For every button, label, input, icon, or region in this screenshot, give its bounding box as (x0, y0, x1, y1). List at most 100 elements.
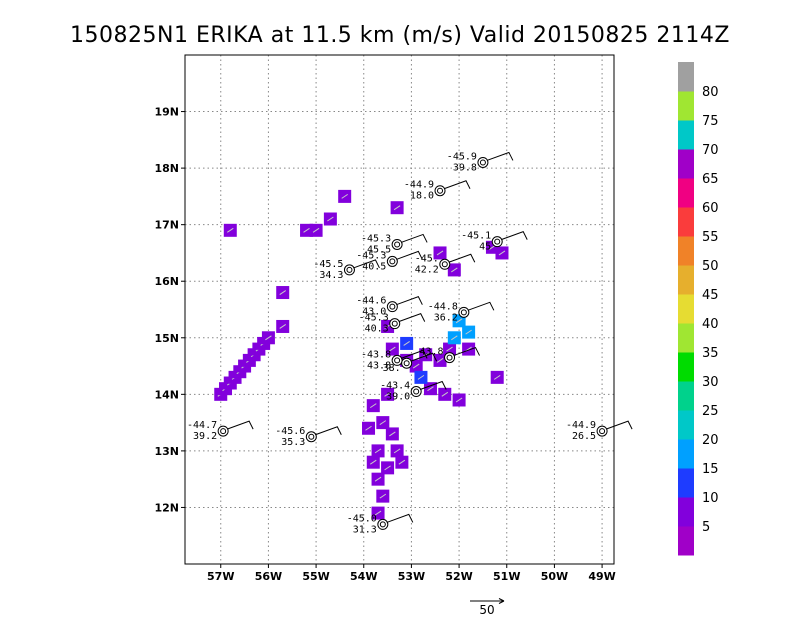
colorbar-swatch (678, 265, 694, 295)
storm-point: -45.340.3 (359, 313, 426, 335)
wind-barb-icon (315, 426, 342, 436)
storm-point: -45.031.3 (347, 513, 414, 535)
wind-barb-icon (443, 180, 471, 190)
colorbar-swatch (678, 352, 694, 382)
wind-vector-icon (451, 335, 458, 341)
map-title: 150825N1 ERIKA at 11.5 km (m/s) Valid 20… (70, 23, 730, 48)
colorbar-label: 25 (702, 404, 719, 419)
storm-label-top: -44.7 (187, 420, 217, 431)
colorbar-swatch (678, 381, 694, 411)
wind-vector-icon (465, 329, 472, 335)
wind-vector-icon (370, 459, 377, 465)
wind-vector-icon (265, 335, 272, 341)
reference-vector: 50 (470, 598, 505, 617)
target-circle-icon (596, 425, 608, 437)
colorbar-swatch (678, 294, 694, 324)
target-inner-icon (460, 309, 467, 316)
storm-point: -44.739.2 (187, 420, 254, 442)
storm-label-top: 43.8 (419, 347, 443, 358)
target-circle-icon (343, 264, 355, 276)
target-inner-icon (394, 357, 401, 364)
colorbar-label: 10 (702, 491, 719, 506)
lat-lon-grid (185, 55, 614, 564)
target-circle-icon (386, 255, 398, 267)
y-tick-label: 14N (154, 388, 179, 401)
y-tick-label: 15N (154, 332, 179, 345)
storm-point: 38. (383, 352, 438, 374)
wind-vector-icon (379, 493, 387, 499)
wind-barb-icon (396, 296, 423, 306)
storm-label-bottom: 26.5 (572, 431, 596, 442)
storm-label-top: -43.8 (361, 349, 391, 360)
target-circle-icon (217, 425, 229, 437)
wind-barb-icon (396, 250, 423, 260)
wind-vector-icon (327, 216, 334, 222)
storm-label-top: -45.3 (356, 250, 386, 261)
storm-label-top: -45.3 (359, 313, 389, 324)
storm-label-top: -44.6 (356, 296, 386, 307)
storm-observations: -45.939.8-44.918.0-45.345.5-45.145-45.34… (187, 151, 633, 535)
wind-barb-icon (398, 313, 426, 323)
target-circle-icon (477, 156, 489, 168)
wind-vector-icon (446, 346, 453, 352)
colorbar-label: 65 (702, 172, 719, 187)
y-tick-label: 16N (154, 275, 179, 288)
colorbar-label: 15 (702, 462, 719, 477)
colorbar-label: 55 (702, 230, 719, 245)
storm-label-bottom: 39.0 (386, 392, 410, 403)
storm-label-top: -45. (415, 253, 439, 264)
wind-barb-icon (448, 253, 476, 263)
storm-label-bottom: 31.3 (353, 524, 377, 535)
wind-barb-icon (400, 233, 428, 243)
x-tick-label: 52W (445, 570, 472, 583)
wind-vector-icon (374, 510, 382, 516)
target-inner-icon (394, 241, 401, 248)
wind-vector-icon (451, 267, 458, 273)
target-inner-icon (441, 261, 448, 268)
y-tick-label: 19N (154, 106, 179, 119)
wind-vector-icon (436, 357, 444, 363)
map-frame (184, 54, 615, 565)
x-tick-label: 55W (302, 570, 329, 583)
target-circle-icon (444, 352, 456, 364)
colorbar-swatch (678, 497, 694, 527)
colorbar-label: 35 (702, 346, 719, 361)
target-inner-icon (599, 428, 606, 435)
colorbar-swatch (678, 323, 694, 353)
storm-label-bottom: 43.8 (367, 360, 391, 371)
colorbar-label: 40 (702, 317, 719, 332)
target-inner-icon (446, 354, 453, 361)
storm-point: -45.345.5 (361, 233, 428, 255)
wind-barb-icon (420, 380, 447, 390)
storm-label-bottom: 40.5 (362, 261, 386, 272)
storm-label-bottom: 45 (479, 242, 491, 253)
wind-vector-icon (436, 250, 444, 256)
storm-label-bottom: 43.0 (362, 307, 386, 318)
x-tick-label: 57W (207, 570, 234, 583)
wind-vector-icon (279, 290, 286, 295)
colorbar-label: 30 (702, 375, 719, 390)
x-tick-label: 50W (541, 570, 568, 583)
storm-point: -44.643.0 (356, 296, 423, 318)
colorbar-label: 20 (702, 433, 719, 448)
wind-vector-icon (279, 324, 286, 329)
wind-vector-icon (365, 425, 372, 431)
colorbar-swatch (678, 439, 694, 469)
colorbar-swatch (678, 120, 694, 150)
wind-barb-icon (410, 352, 438, 362)
storm-point: -45.340.5 (356, 250, 423, 272)
wind-vector-icon (427, 386, 434, 392)
storm-label-top: -44.9 (404, 180, 434, 191)
colorbar-label: 45 (702, 288, 719, 303)
storm-point: -45.534.3 (313, 259, 380, 281)
wind-barb-icon (501, 231, 528, 241)
latitude-axis: 12N 13N 14N 15N 16N 17N 18N 19N (154, 106, 185, 514)
wind-vector-icon (393, 205, 401, 211)
wind-vector-icon (493, 374, 501, 380)
target-circle-icon (305, 431, 317, 443)
longitude-axis: 57W 56W 55W 54W 53W 52W 51W 50W 49W (207, 564, 616, 583)
target-circle-icon (389, 318, 401, 330)
storm-point: -44.926.5 (566, 420, 633, 442)
x-tick-label: 53W (398, 570, 425, 583)
colorbar-label: 70 (702, 143, 719, 158)
